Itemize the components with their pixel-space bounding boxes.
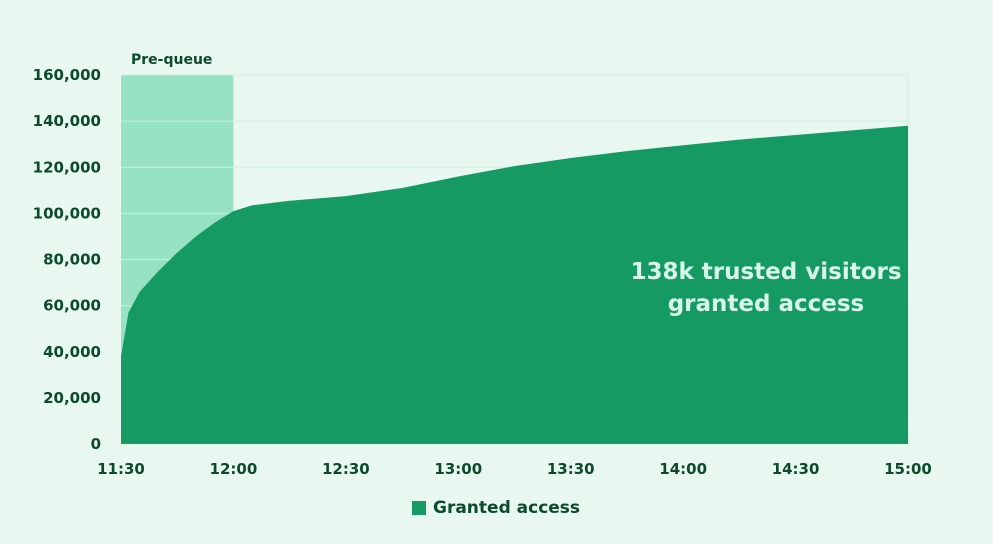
x-tick-label: 12:00	[210, 460, 258, 478]
x-tick-label: 15:00	[884, 460, 932, 478]
legend-swatch-granted-access	[412, 501, 426, 515]
x-tick-label: 13:00	[434, 460, 482, 478]
legend: Granted access	[412, 498, 580, 518]
x-tick-label: 14:30	[772, 460, 820, 478]
annotation-line-2: granted access	[668, 291, 865, 317]
y-tick-label: 20,000	[43, 389, 101, 407]
y-tick-label: 40,000	[43, 343, 101, 361]
x-tick-label: 11:30	[97, 460, 145, 478]
y-tick-label: 100,000	[33, 204, 101, 222]
y-tick-label: 0	[91, 435, 101, 453]
legend-label-granted-access: Granted access	[433, 498, 581, 518]
y-tick-label: 160,000	[33, 66, 101, 84]
y-tick-label: 60,000	[43, 297, 101, 315]
granted-access-area	[121, 125, 908, 444]
annotation-line-1: 138k trusted visitors	[630, 259, 901, 285]
y-tick-label: 120,000	[33, 158, 101, 176]
x-tick-label: 14:00	[659, 460, 707, 478]
x-tick-label: 12:30	[322, 460, 370, 478]
y-axis-ticks: 0 20,000 40,000 60,000 80,000 100,000 120,000 1…	[33, 66, 101, 453]
y-tick-label: 80,000	[43, 251, 101, 269]
pre-queue-label: Pre-queue	[131, 52, 212, 68]
y-tick-label: 140,000	[33, 112, 101, 130]
x-axis-ticks: 11:30 12:00 12:30 13:00 13:30 14:00 14:30 15:00	[97, 460, 932, 478]
x-tick-label: 13:30	[547, 460, 595, 478]
